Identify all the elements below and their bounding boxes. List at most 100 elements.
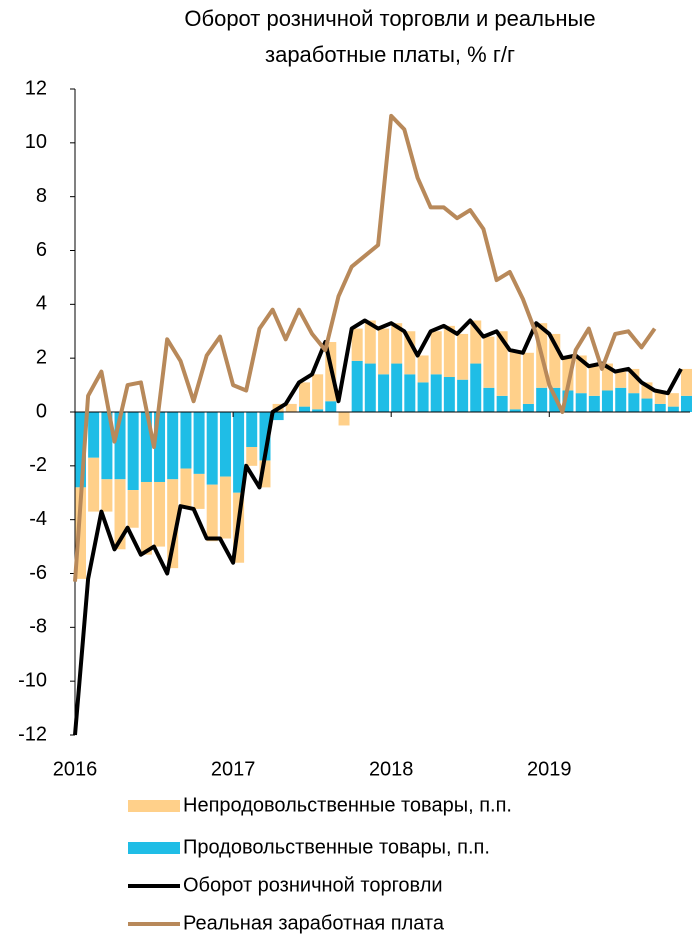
bar: [522, 403, 534, 412]
y-tick-label: 10: [25, 131, 47, 153]
bar: [496, 331, 508, 396]
bar: [667, 393, 679, 407]
bar: [114, 412, 126, 480]
bar: [430, 331, 442, 375]
bar: [351, 360, 363, 412]
bar: [364, 363, 376, 412]
bar: [575, 355, 587, 394]
x-tick-label: 2017: [211, 758, 256, 780]
x-tick-label: 2019: [527, 758, 572, 780]
bar: [378, 328, 390, 375]
bar: [114, 479, 126, 550]
x-tick-label: 2018: [369, 758, 414, 780]
bar: [140, 481, 152, 555]
bar: [628, 393, 640, 412]
y-tick-label: 12: [25, 77, 47, 99]
bar: [154, 481, 166, 547]
bar: [127, 490, 139, 528]
bar: [628, 368, 640, 394]
bar: [246, 446, 258, 466]
bar: [88, 457, 100, 512]
bar: [457, 333, 469, 380]
bar: [430, 374, 442, 412]
bar: [391, 323, 403, 364]
bar: [509, 409, 521, 412]
bar: [299, 382, 311, 407]
bar: [219, 412, 231, 477]
chart-title: заработные платы, % г/г: [265, 42, 515, 67]
bar: [75, 487, 86, 579]
legend-label: Непродовольственные товары, п.п.: [183, 794, 512, 816]
bar: [654, 390, 666, 404]
bar: [522, 352, 534, 404]
bar: [180, 412, 192, 469]
bar: [443, 377, 455, 412]
y-tick-label: 4: [36, 293, 47, 315]
bar: [88, 412, 100, 458]
bar: [549, 333, 561, 388]
bar: [483, 336, 495, 388]
bar: [154, 412, 166, 482]
bar: [615, 387, 627, 412]
legend-label: Продовольственные товары, п.п.: [183, 836, 490, 858]
bar: [443, 325, 455, 378]
y-tick-label: 2: [36, 346, 47, 368]
bar: [351, 328, 363, 361]
bar: [167, 479, 179, 569]
bar: [167, 412, 179, 480]
bar: [364, 320, 376, 364]
line: [73, 113, 657, 582]
y-tick-label: 8: [36, 185, 47, 207]
bar: [338, 412, 350, 426]
bar: [233, 412, 245, 493]
bar: [75, 412, 86, 488]
bar: [140, 412, 152, 482]
bar: [615, 371, 627, 388]
bar: [299, 406, 311, 412]
bar: [680, 395, 692, 412]
bar: [391, 363, 403, 412]
line: [73, 318, 683, 736]
bar: [312, 409, 324, 412]
bar: [562, 390, 574, 412]
bar: [272, 412, 284, 421]
y-tick-label: -4: [29, 508, 47, 530]
bar: [246, 412, 258, 447]
bar: [285, 403, 297, 412]
bar: [588, 366, 600, 396]
bar: [641, 398, 653, 412]
bar: [312, 374, 324, 410]
y-tick-label: -6: [29, 562, 47, 584]
x-tick-label: 2016: [53, 758, 98, 780]
bar: [575, 393, 587, 412]
bar: [206, 412, 218, 485]
bar: [101, 412, 113, 480]
y-tick-label: -12: [18, 723, 47, 745]
chart-title: Оборот розничной торговли и реальные: [184, 6, 595, 31]
bar: [496, 395, 508, 412]
y-tick-label: -10: [18, 669, 47, 691]
bar: [667, 406, 679, 412]
bar: [206, 484, 218, 542]
bar: [259, 412, 271, 461]
bar: [404, 374, 416, 412]
bar: [417, 382, 429, 412]
bar: [417, 355, 429, 383]
bar: [325, 401, 337, 412]
bar: [536, 387, 548, 412]
legend-label: Реальная заработная плата: [183, 912, 445, 934]
bar: [193, 412, 205, 474]
bar: [127, 412, 139, 491]
bar: [457, 379, 469, 412]
bar: [378, 374, 390, 412]
bar: [101, 479, 113, 512]
bar: [483, 387, 495, 412]
bar: [588, 395, 600, 412]
y-tick-label: -8: [29, 616, 47, 638]
bar: [509, 350, 521, 410]
legend-swatch: [128, 800, 180, 812]
bar: [680, 368, 692, 396]
y-tick-label: -2: [29, 454, 47, 476]
bar: [180, 468, 192, 507]
